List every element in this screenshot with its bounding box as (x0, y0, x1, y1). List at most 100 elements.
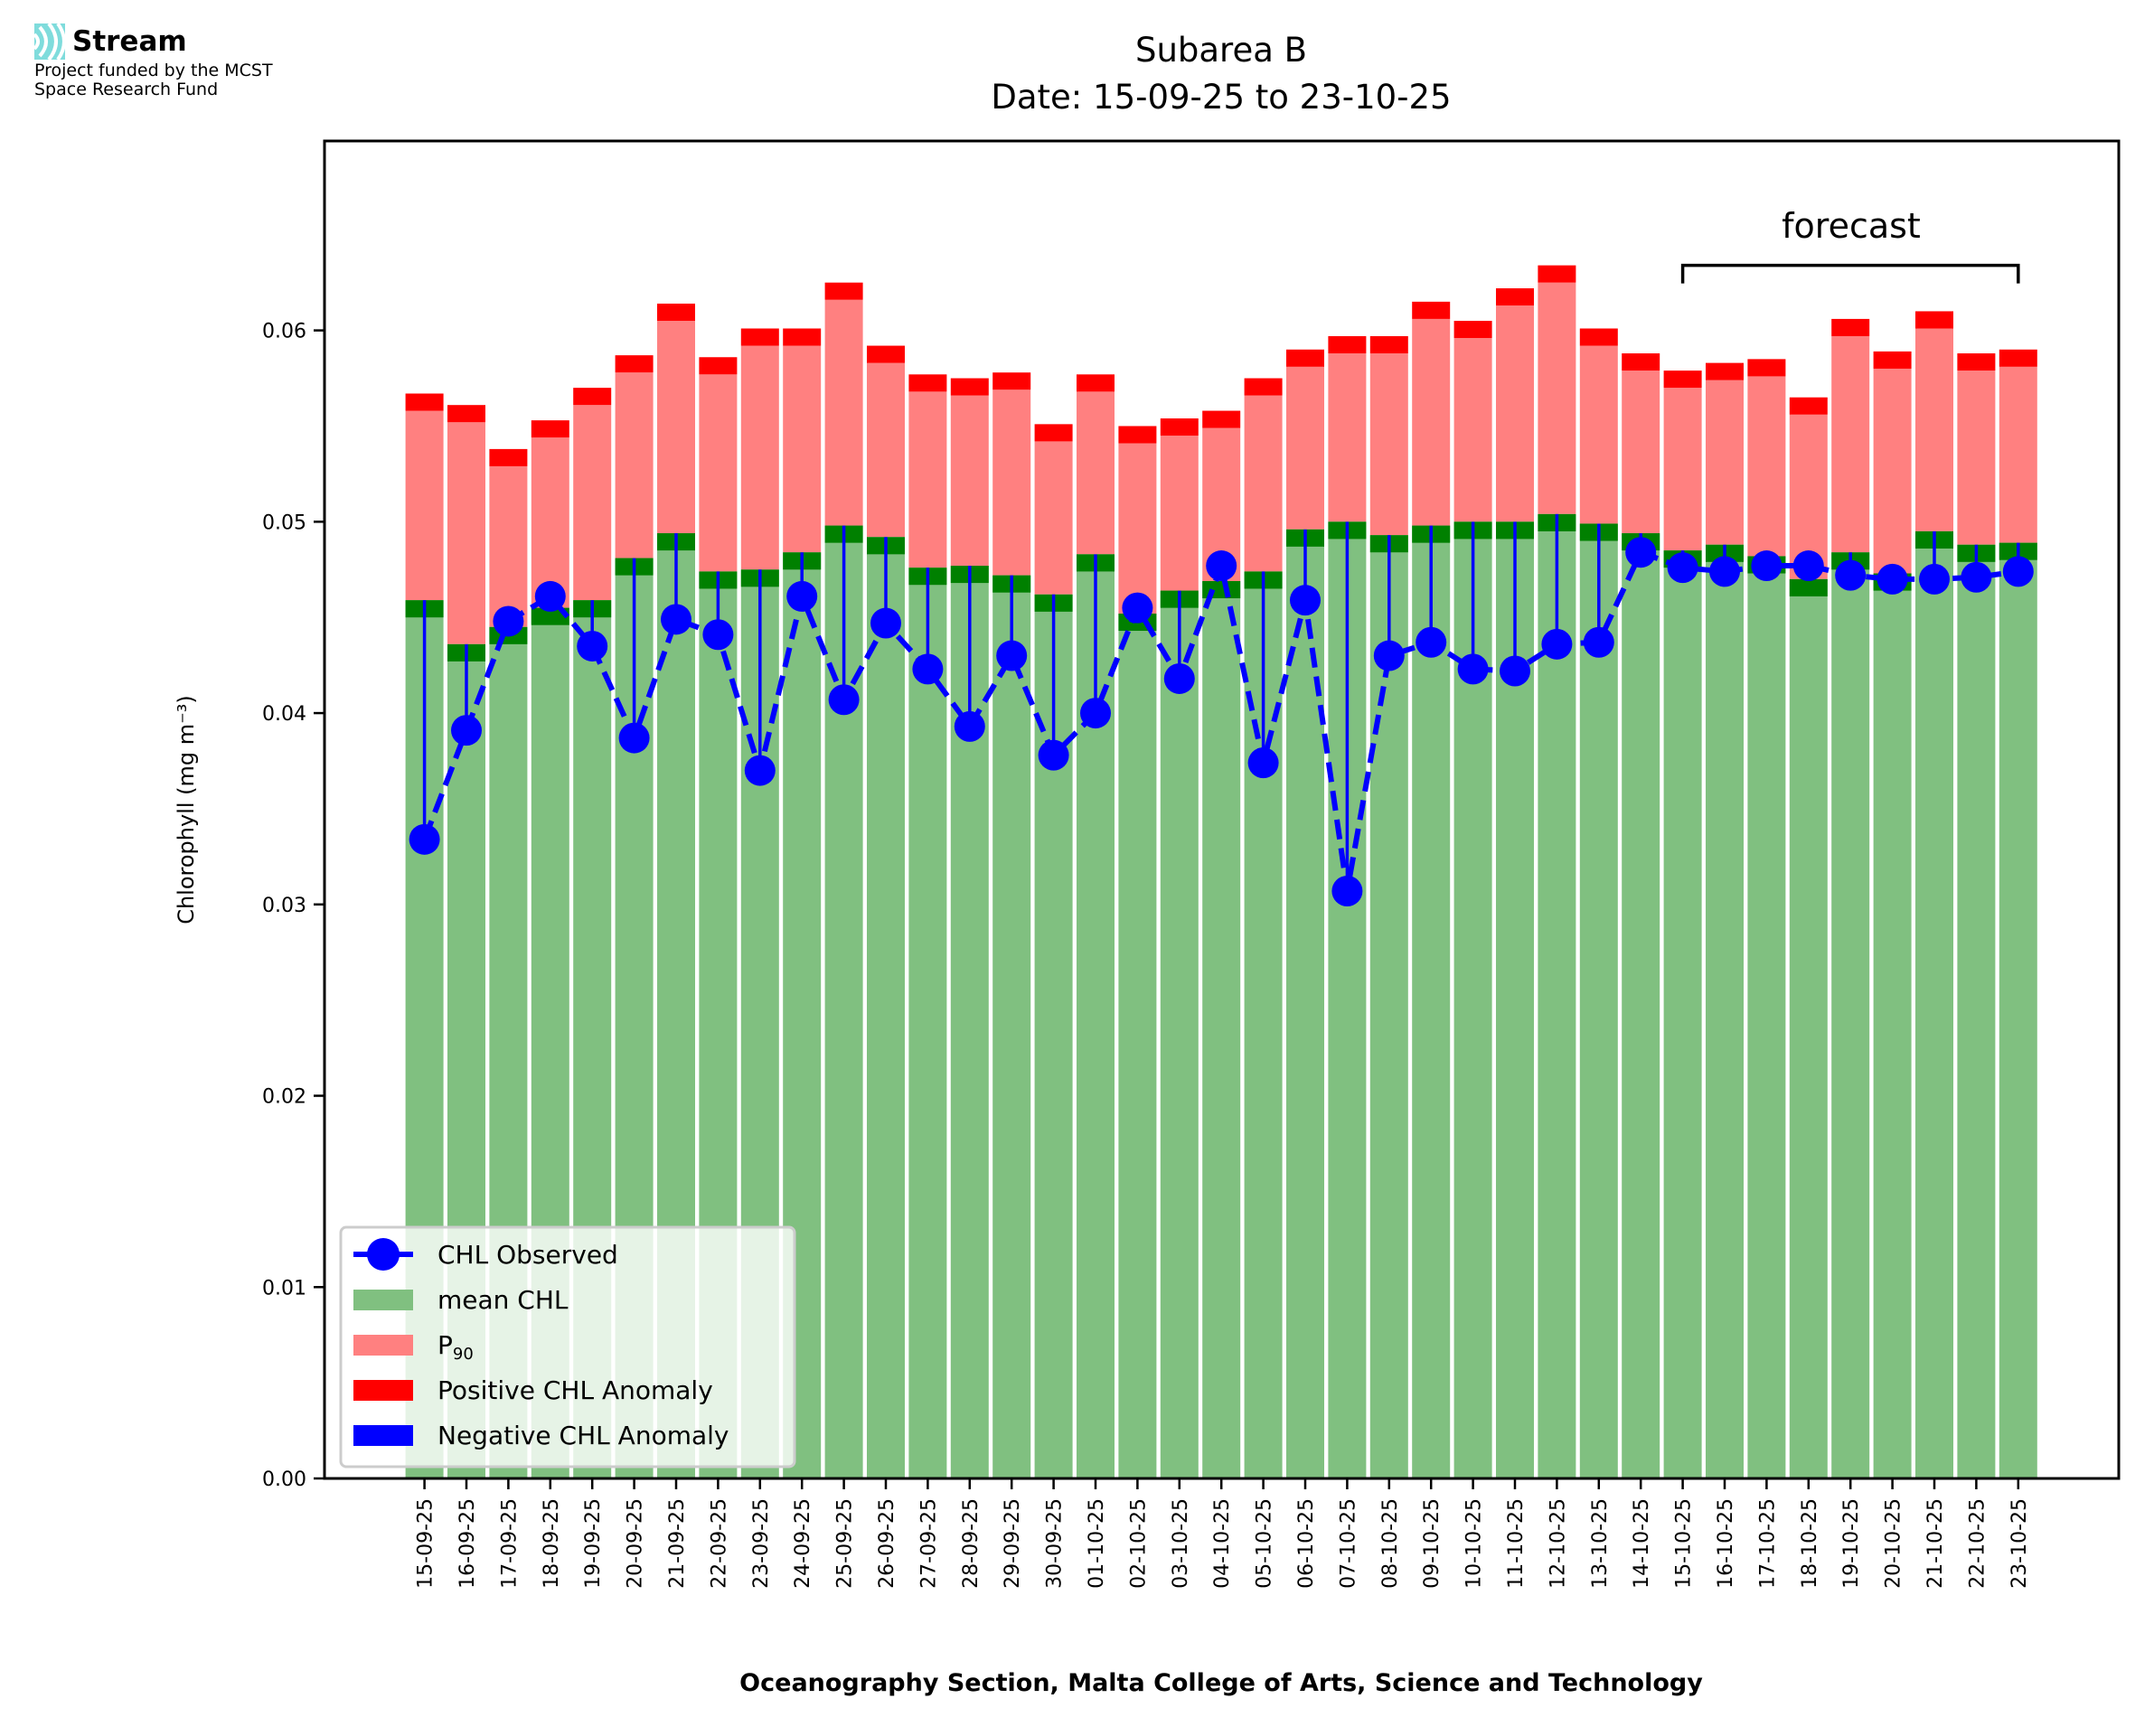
x-tick-label: 13-10-25 (1589, 1498, 1612, 1589)
chart-title: Subarea B (1135, 31, 1307, 70)
p90-bar (908, 391, 947, 568)
observed-point (1373, 640, 1405, 671)
x-tick-label: 04-10-25 (1211, 1498, 1234, 1589)
positive-anomaly-band (824, 282, 863, 300)
p90-bar (1412, 318, 1451, 526)
p90-bar (740, 345, 779, 570)
observed-point (534, 580, 566, 612)
observed-point (744, 755, 776, 786)
x-tick-label: 12-10-25 (1547, 1498, 1569, 1589)
p90-bar (615, 372, 654, 558)
mean-bar (1160, 590, 1199, 1478)
y-tick-label: 0.02 (262, 1086, 306, 1109)
x-tick-label: 01-10-25 (1086, 1498, 1108, 1589)
y-axis: 0.00 0.01 0.02 0.03 0.04 0.05 0.06 (262, 321, 325, 1491)
p90-bar (1077, 391, 1115, 555)
x-tick-label: 21-10-25 (1924, 1498, 1947, 1589)
logo-subtitle-line1: Project funded by the MCST (34, 61, 273, 80)
p90-bar (1622, 371, 1660, 534)
p90-bar (1915, 328, 1953, 531)
positive-anomaly-band (573, 388, 612, 406)
positive-anomaly-band (1412, 301, 1451, 319)
p90-bar (573, 405, 612, 601)
observed-point (1331, 875, 1363, 906)
observed-point (912, 653, 944, 685)
legend-swatch-icon (353, 1380, 413, 1401)
p90-bar (1328, 353, 1367, 522)
p90-bar (1034, 441, 1073, 595)
legend-label: mean CHL (437, 1285, 569, 1315)
x-tick-label: 23-09-25 (750, 1498, 773, 1589)
observed-point (1080, 698, 1111, 729)
mean-bar (1202, 580, 1241, 1478)
positive-anomaly-band (1328, 335, 1367, 354)
forecast-label: forecast (1782, 206, 1921, 246)
legend-label: Negative CHL Anomaly (437, 1421, 729, 1450)
mean-bar (1789, 578, 1828, 1478)
mean-bar (1286, 529, 1324, 1479)
positive-anomaly-band (1747, 359, 1786, 377)
mean-bar (1622, 533, 1660, 1479)
positive-anomaly-band (1579, 328, 1618, 346)
mean-bar (1873, 573, 1912, 1478)
positive-anomaly-band (1915, 311, 1953, 329)
mean-band (531, 607, 569, 625)
observed-point (1163, 662, 1195, 694)
p90-bar (1160, 436, 1199, 591)
observed-point (1122, 592, 1153, 624)
legend-swatch-icon (353, 1290, 413, 1310)
x-tick-label: 19-09-25 (582, 1498, 605, 1589)
legend-label-subscript: 90 (453, 1345, 474, 1364)
x-tick-label: 22-09-25 (708, 1498, 730, 1589)
logo-name: Stream (72, 25, 187, 58)
x-tick-label: 18-09-25 (541, 1498, 563, 1589)
x-tick-label: 30-09-25 (1044, 1498, 1067, 1589)
positive-anomaly-band (699, 357, 738, 375)
x-axis-label: Oceanography Section, Malta College of A… (739, 1669, 1703, 1697)
observed-point (1751, 550, 1782, 582)
p90-bar (531, 437, 569, 608)
observed-point (1290, 585, 1321, 616)
observed-point (1457, 653, 1489, 685)
observed-point (1500, 655, 1530, 687)
p90-bar (1999, 366, 2037, 543)
x-tick-label: 09-10-25 (1421, 1498, 1444, 1589)
y-axis-label: Chlorophyll (mg m⁻³) (174, 695, 199, 924)
positive-anomaly-band (447, 405, 485, 423)
x-tick-label: 26-09-25 (876, 1498, 898, 1589)
positive-anomaly-band (1789, 397, 1828, 415)
observed-point (1247, 747, 1279, 779)
observed-point (1961, 561, 1992, 593)
x-tick-label: 06-10-25 (1295, 1498, 1318, 1589)
positive-anomaly-band (908, 374, 947, 392)
positive-anomaly-band (615, 355, 654, 373)
forecast-annotation: forecast (1680, 206, 2020, 284)
mean-bar (1663, 550, 1702, 1478)
mean-bar (908, 568, 947, 1478)
positive-anomaly-band (531, 420, 569, 438)
p90-bar (1118, 443, 1157, 614)
p90-bar (1286, 366, 1324, 530)
observed-point (954, 710, 985, 742)
x-tick-label: 15-10-25 (1673, 1498, 1696, 1589)
positive-anomaly-band (740, 328, 779, 346)
observed-point (870, 607, 901, 639)
observed-point (618, 722, 650, 754)
x-tick-label: 28-09-25 (960, 1498, 983, 1589)
x-axis: 15-09-25 16-09-25 17-09-25 18-09-25 19-09-25… (415, 1478, 2031, 1589)
p90-bar (1663, 388, 1702, 551)
p90-bar (1496, 305, 1534, 522)
y-tick-label: 0.03 (262, 895, 306, 917)
positive-anomaly-band (1538, 265, 1576, 283)
observed-point (1625, 537, 1657, 568)
mean-bar (1412, 525, 1451, 1479)
legend-swatch-icon (353, 1425, 413, 1446)
mean-band (1789, 578, 1828, 596)
legend-swatch-icon (353, 1335, 413, 1356)
legend-box (339, 1225, 796, 1469)
positive-anomaly-band (1496, 288, 1534, 306)
mean-bar (1999, 542, 2037, 1478)
stream-logo: Stream Project funded by the MCST Space … (34, 22, 273, 99)
p90-bar (783, 345, 822, 553)
